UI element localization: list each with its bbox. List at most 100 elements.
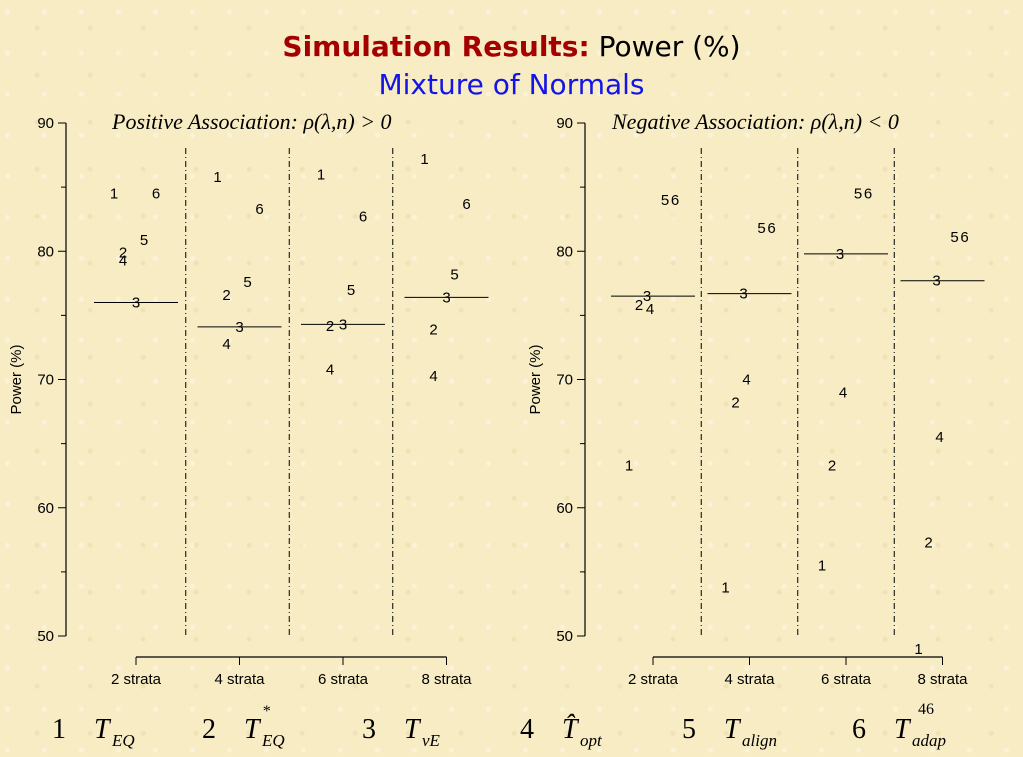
data-point-2: 2 <box>222 287 230 304</box>
panel-negative: 50 60 70 80 90 Power (%) Negative Association:… <box>527 109 985 688</box>
data-point-2: 2 <box>119 245 127 262</box>
data-point-1: 1 <box>818 557 826 574</box>
data-point-5: 5 <box>661 192 669 209</box>
data-point-2: 2 <box>326 318 334 335</box>
data-point-1: 1 <box>914 641 922 658</box>
legend-symbol: T <box>244 714 262 745</box>
data-point-3: 3 <box>235 319 243 336</box>
legend-subscript: adap <box>912 731 946 750</box>
chart-title: Simulation Results: Power (%) <box>0 30 1023 63</box>
x-tick-label: 2 strata <box>628 671 679 688</box>
data-point-5: 5 <box>854 186 862 203</box>
y-tick-label: 50 <box>37 628 54 645</box>
y-tick-label: 50 <box>556 628 573 645</box>
y-tick-label: 80 <box>556 243 573 260</box>
data-point-4: 4 <box>429 368 437 385</box>
legend-superscript: * <box>262 703 270 720</box>
data-point-3: 3 <box>132 295 140 312</box>
legend-number: 5 <box>682 714 696 745</box>
data-point-1: 1 <box>213 169 221 186</box>
legend-number: 2 <box>202 714 216 745</box>
legend-number: 4 <box>520 714 534 745</box>
legend-number: 6 <box>852 714 866 745</box>
x-tick-label: 2 strata <box>111 671 162 688</box>
data-point-1: 1 <box>317 166 325 183</box>
data-point-6: 6 <box>864 186 872 203</box>
legend-subscript: EQ <box>261 731 285 750</box>
data-point-4: 4 <box>646 301 654 318</box>
data-point-5: 5 <box>950 229 958 246</box>
data-point-3: 3 <box>836 246 844 263</box>
data-point-2: 2 <box>635 297 643 314</box>
y-tick-label: 70 <box>37 372 54 389</box>
data-point-5: 5 <box>243 274 251 291</box>
panel-positive: 50 60 70 80 90 Power (%) Positive Association:… <box>8 109 489 688</box>
data-point-4: 4 <box>935 429 943 446</box>
data-point-3: 3 <box>932 273 940 290</box>
data-point-4: 4 <box>839 384 847 401</box>
data-point-4: 4 <box>119 253 127 270</box>
legend-symbol: T <box>724 714 742 745</box>
y-tick-label: 60 <box>556 500 573 517</box>
data-point-6: 6 <box>255 201 263 218</box>
y-tick-label: 80 <box>37 243 54 260</box>
legend-item: 2 T EQ * <box>202 703 285 750</box>
panel-title: Positive Association: ρ(λ,n) > 0 <box>111 109 392 134</box>
data-point-2: 2 <box>924 534 932 551</box>
legend-symbol: T̂ <box>562 714 580 745</box>
data-point-1: 1 <box>420 151 428 168</box>
x-tick-label: 4 strata <box>214 671 265 688</box>
y-tick-label: 70 <box>556 372 573 389</box>
legend-number: 1 <box>52 714 66 745</box>
legend-item: 4 T̂ opt <box>520 714 603 750</box>
data-point-3: 3 <box>739 286 747 303</box>
data-point-3: 3 <box>643 288 651 305</box>
data-point-2: 2 <box>828 457 836 474</box>
x-tick-label: 8 strata <box>421 671 472 688</box>
y-axis-label: Power (%) <box>8 344 25 414</box>
data-point-4: 4 <box>222 336 230 353</box>
legend-item: 1 T EQ <box>52 714 135 750</box>
data-point-4: 4 <box>742 372 750 389</box>
data-point-6: 6 <box>767 220 775 237</box>
page-number: 46 <box>918 701 934 718</box>
data-point-2: 2 <box>731 395 739 412</box>
data-point-5: 5 <box>757 220 765 237</box>
title-part-2: Power (%) <box>598 30 741 63</box>
y-axis-label: Power (%) <box>527 344 544 414</box>
data-point-6: 6 <box>462 196 470 213</box>
legend-symbol: T <box>94 714 112 745</box>
data-point-1: 1 <box>721 579 729 596</box>
legend-subscript: EQ <box>111 731 135 750</box>
data-point-3: 3 <box>442 289 450 306</box>
data-point-6: 6 <box>960 229 968 246</box>
chart-subtitle: Mixture of Normals <box>378 68 645 101</box>
legend-number: 3 <box>362 714 376 745</box>
y-tick-label: 90 <box>556 115 573 132</box>
data-point-2: 2 <box>429 322 437 339</box>
data-point-3: 3 <box>339 316 347 333</box>
data-point-4: 4 <box>326 362 334 379</box>
data-point-6: 6 <box>152 186 160 203</box>
x-tick-label: 6 strata <box>318 671 369 688</box>
legend-symbol: T <box>404 714 422 745</box>
title-part-1: Simulation Results: <box>282 30 590 63</box>
x-tick-label: 8 strata <box>917 671 968 688</box>
data-point-1: 1 <box>110 186 118 203</box>
panel-title: Negative Association: ρ(λ,n) < 0 <box>611 109 899 134</box>
data-point-6: 6 <box>359 209 367 226</box>
data-point-6: 6 <box>671 192 679 209</box>
legend-subscript: vE <box>422 731 441 750</box>
legend-symbol: T <box>894 714 912 745</box>
data-point-5: 5 <box>450 266 458 283</box>
data-point-5: 5 <box>347 282 355 299</box>
legend-subscript: opt <box>580 731 603 750</box>
y-tick-label: 60 <box>37 500 54 517</box>
data-point-5: 5 <box>140 232 148 249</box>
legend-subscript: align <box>742 731 777 750</box>
